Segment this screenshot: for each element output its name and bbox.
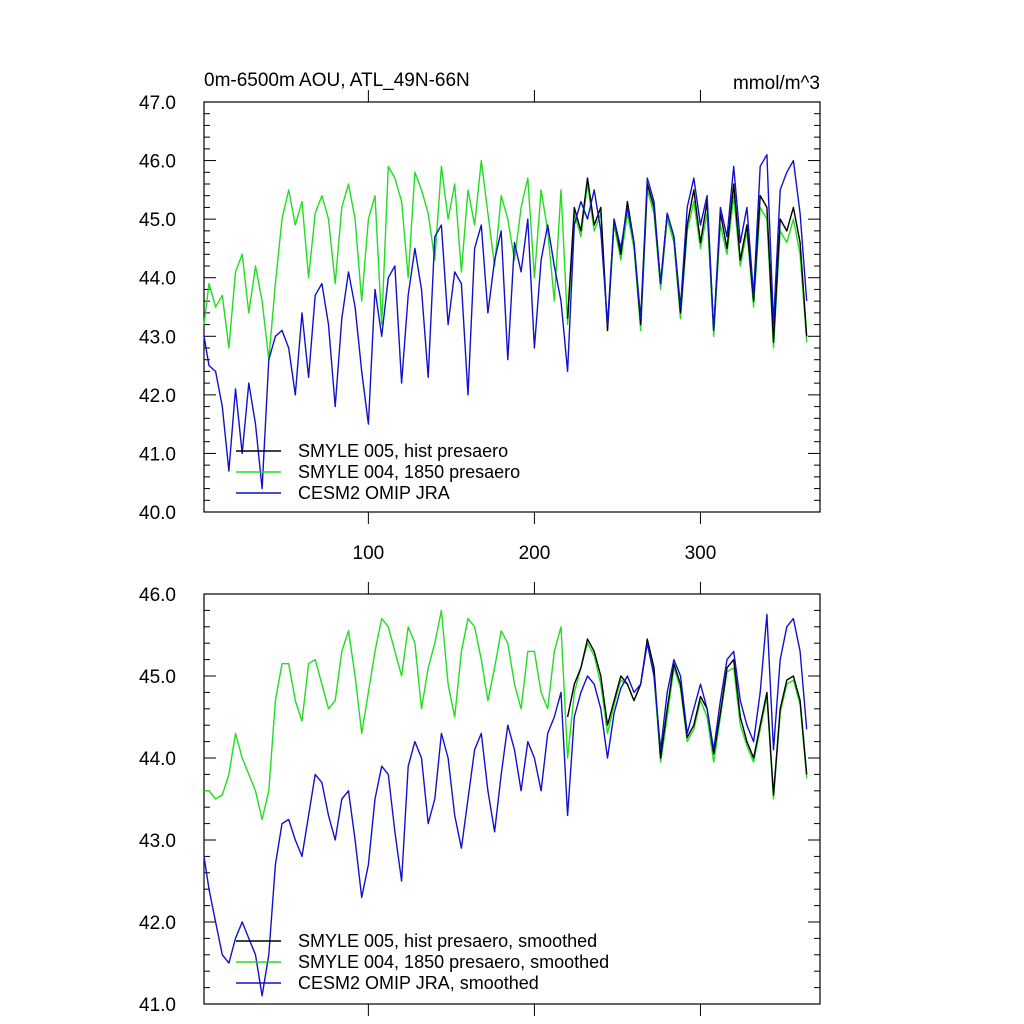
bottom-plot-frame xyxy=(203,593,821,1005)
x-tick-label: 300 xyxy=(685,543,717,564)
top-panel-units: mmol/m^3 xyxy=(733,73,820,94)
y-tick-label: 42.0 xyxy=(139,913,176,934)
x-tick-label: 200 xyxy=(519,543,551,564)
bottom-panel: 41.0 42.0 43.0 44.0 45.0 46.0 SMYLE 005, hist… xyxy=(139,582,821,1016)
top-panel: 0m-6500m AOU, ATL_49N-66N mmol/m^3 40.04… xyxy=(139,70,821,564)
legend-label-smyle005-smoothed: SMYLE 005, hist presaero, smoothed xyxy=(298,931,597,951)
y-tick-label: 43.0 xyxy=(139,831,176,852)
x-tick-label: 100 xyxy=(353,543,385,564)
y-tick-label: 45.0 xyxy=(139,667,176,688)
y-tick-label: 45.0 xyxy=(139,210,176,231)
y-tick-label: 41.0 xyxy=(139,995,176,1016)
top-panel-legend: SMYLE 005, hist presaero SMYLE 004, 1850… xyxy=(236,441,520,503)
bottom-panel-ticks: 41.0 42.0 43.0 44.0 45.0 46.0 xyxy=(139,582,820,1016)
series-line-smyle005-smoothed xyxy=(566,638,808,796)
top-panel-series xyxy=(203,153,808,490)
y-tick-label: 46.0 xyxy=(139,585,176,606)
y-tick-label: 44.0 xyxy=(139,269,176,290)
series-line-omip xyxy=(203,153,808,490)
y-tick-label: 42.0 xyxy=(139,386,176,407)
y-tick-label: 40.0 xyxy=(139,503,176,524)
series-line-smyle004-smoothed xyxy=(204,609,808,821)
y-tick-label: 41.0 xyxy=(139,444,176,465)
legend-label-omip: CESM2 OMIP JRA xyxy=(298,483,450,503)
bottom-panel-legend: SMYLE 005, hist presaero, smoothed SMYLE… xyxy=(236,931,609,993)
legend-label-smyle004: SMYLE 004, 1850 presaero xyxy=(298,462,520,482)
series-line-omip-smoothed xyxy=(203,613,808,997)
bottom-panel-series xyxy=(203,609,808,997)
top-panel-title: 0m-6500m AOU, ATL_49N-66N xyxy=(204,70,470,91)
legend-label-smyle005: SMYLE 005, hist presaero xyxy=(298,441,508,461)
legend-label-smyle004-smoothed: SMYLE 004, 1850 presaero, smoothed xyxy=(298,952,609,972)
top-plot-frame xyxy=(203,101,821,513)
legend-label-omip-smoothed: CESM2 OMIP JRA, smoothed xyxy=(298,973,539,993)
y-tick-label: 46.0 xyxy=(139,152,176,173)
y-tick-label: 44.0 xyxy=(139,749,176,770)
y-tick-label: 47.0 xyxy=(139,93,176,114)
series-line-smyle004 xyxy=(203,159,808,361)
series-line-smyle005 xyxy=(566,177,808,343)
y-tick-label: 43.0 xyxy=(139,327,176,348)
top-panel-ticks: 40.0 41.0 42.0 43.0 44.0 45.0 46.0 47.0 100 200 30… xyxy=(139,90,820,564)
